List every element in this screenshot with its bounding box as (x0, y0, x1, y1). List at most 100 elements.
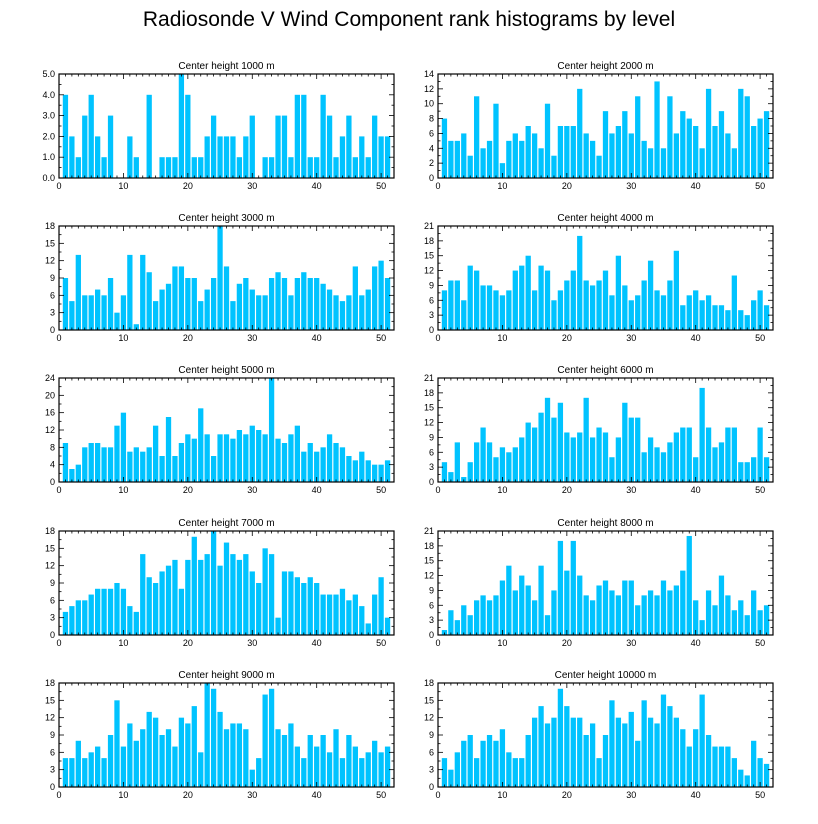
bar (62, 758, 69, 787)
bar (660, 694, 667, 787)
x-tick-label: 0 (435, 181, 440, 191)
bar (577, 235, 583, 330)
bar (275, 617, 281, 635)
x-tick-label: 0 (56, 333, 61, 343)
bar (140, 729, 146, 787)
bar (352, 157, 358, 178)
bar (165, 157, 172, 178)
bar (712, 305, 718, 330)
bar (75, 600, 81, 635)
bar (731, 427, 737, 482)
bar (448, 280, 454, 330)
x-tick-label: 10 (118, 181, 128, 191)
bar (512, 758, 518, 787)
bar (230, 136, 236, 178)
y-tick-label: 12 (424, 418, 434, 428)
bar (320, 594, 326, 635)
bar (236, 723, 243, 787)
bar (185, 94, 191, 178)
bar (647, 260, 654, 330)
y-tick-label: 3.0 (42, 111, 55, 121)
bar (249, 115, 255, 178)
bar (538, 412, 544, 482)
chart-title: Center height 2000 m (557, 61, 653, 72)
bar (352, 460, 358, 482)
y-tick-label: 6 (50, 595, 55, 605)
bar (602, 580, 609, 635)
bar (359, 295, 365, 330)
y-tick-label: 9 (50, 273, 55, 283)
bar (673, 133, 679, 178)
bar (146, 447, 152, 482)
bar (693, 290, 699, 330)
bar (577, 432, 583, 482)
bar (725, 133, 731, 178)
y-tick-label: 9 (429, 432, 434, 442)
bar (75, 464, 81, 482)
bar (519, 575, 525, 635)
bar (365, 752, 371, 787)
bar (763, 457, 770, 482)
bar (95, 588, 101, 635)
bar (712, 605, 718, 635)
bar (512, 590, 518, 635)
bar (120, 746, 127, 787)
bar (441, 462, 448, 482)
bar (596, 585, 602, 635)
bar (589, 600, 596, 635)
x-tick-label: 40 (691, 485, 701, 495)
bar (210, 278, 217, 330)
bar (140, 554, 146, 635)
bar (686, 746, 692, 787)
y-tick-label: 3 (50, 308, 55, 318)
bar (622, 580, 628, 635)
bar (243, 434, 249, 482)
bar (365, 157, 371, 178)
chart-panel: Center height 1000 m 0 10 20 30 40 50 0.0 1.0 2.0… (42, 61, 395, 191)
bar (346, 295, 352, 330)
y-tick-label: 12 (424, 713, 434, 723)
bar (467, 615, 473, 635)
bar (191, 536, 197, 635)
chart-title: Center height 6000 m (557, 365, 653, 376)
bar (583, 397, 589, 482)
bar (538, 565, 544, 635)
bar (525, 585, 531, 635)
x-tick-label: 20 (562, 181, 572, 191)
bar (448, 472, 454, 482)
y-tick-label: 4 (50, 460, 55, 470)
bar (314, 157, 320, 178)
bar (281, 571, 288, 635)
bar (673, 717, 679, 787)
bar (557, 126, 564, 178)
bar (654, 723, 660, 787)
x-tick-label: 30 (247, 333, 257, 343)
x-tick-label: 10 (497, 333, 507, 343)
bar (667, 706, 673, 787)
bar (95, 443, 101, 482)
bar (152, 425, 159, 482)
bar (551, 717, 557, 787)
x-tick-label: 50 (376, 790, 386, 800)
chart-title: Center height 1000 m (178, 61, 274, 72)
bar (217, 711, 223, 787)
bar (596, 280, 602, 330)
bar (493, 457, 499, 482)
bar (262, 548, 268, 635)
bar (268, 554, 275, 635)
y-tick-label: 9 (50, 578, 55, 588)
bar (107, 278, 114, 330)
bar (512, 133, 518, 178)
bar (454, 752, 460, 787)
bar (333, 443, 339, 482)
bar (88, 752, 94, 787)
bar (531, 290, 538, 330)
bar (185, 278, 191, 330)
bar (152, 301, 159, 330)
bar (712, 746, 718, 787)
chart-panel: Center height 7000 m 0 10 20 30 40 50 0 3 6 9 12 15 1… (45, 518, 395, 648)
bar (172, 266, 178, 330)
y-tick-label: 9 (429, 585, 434, 595)
bar (628, 300, 634, 330)
